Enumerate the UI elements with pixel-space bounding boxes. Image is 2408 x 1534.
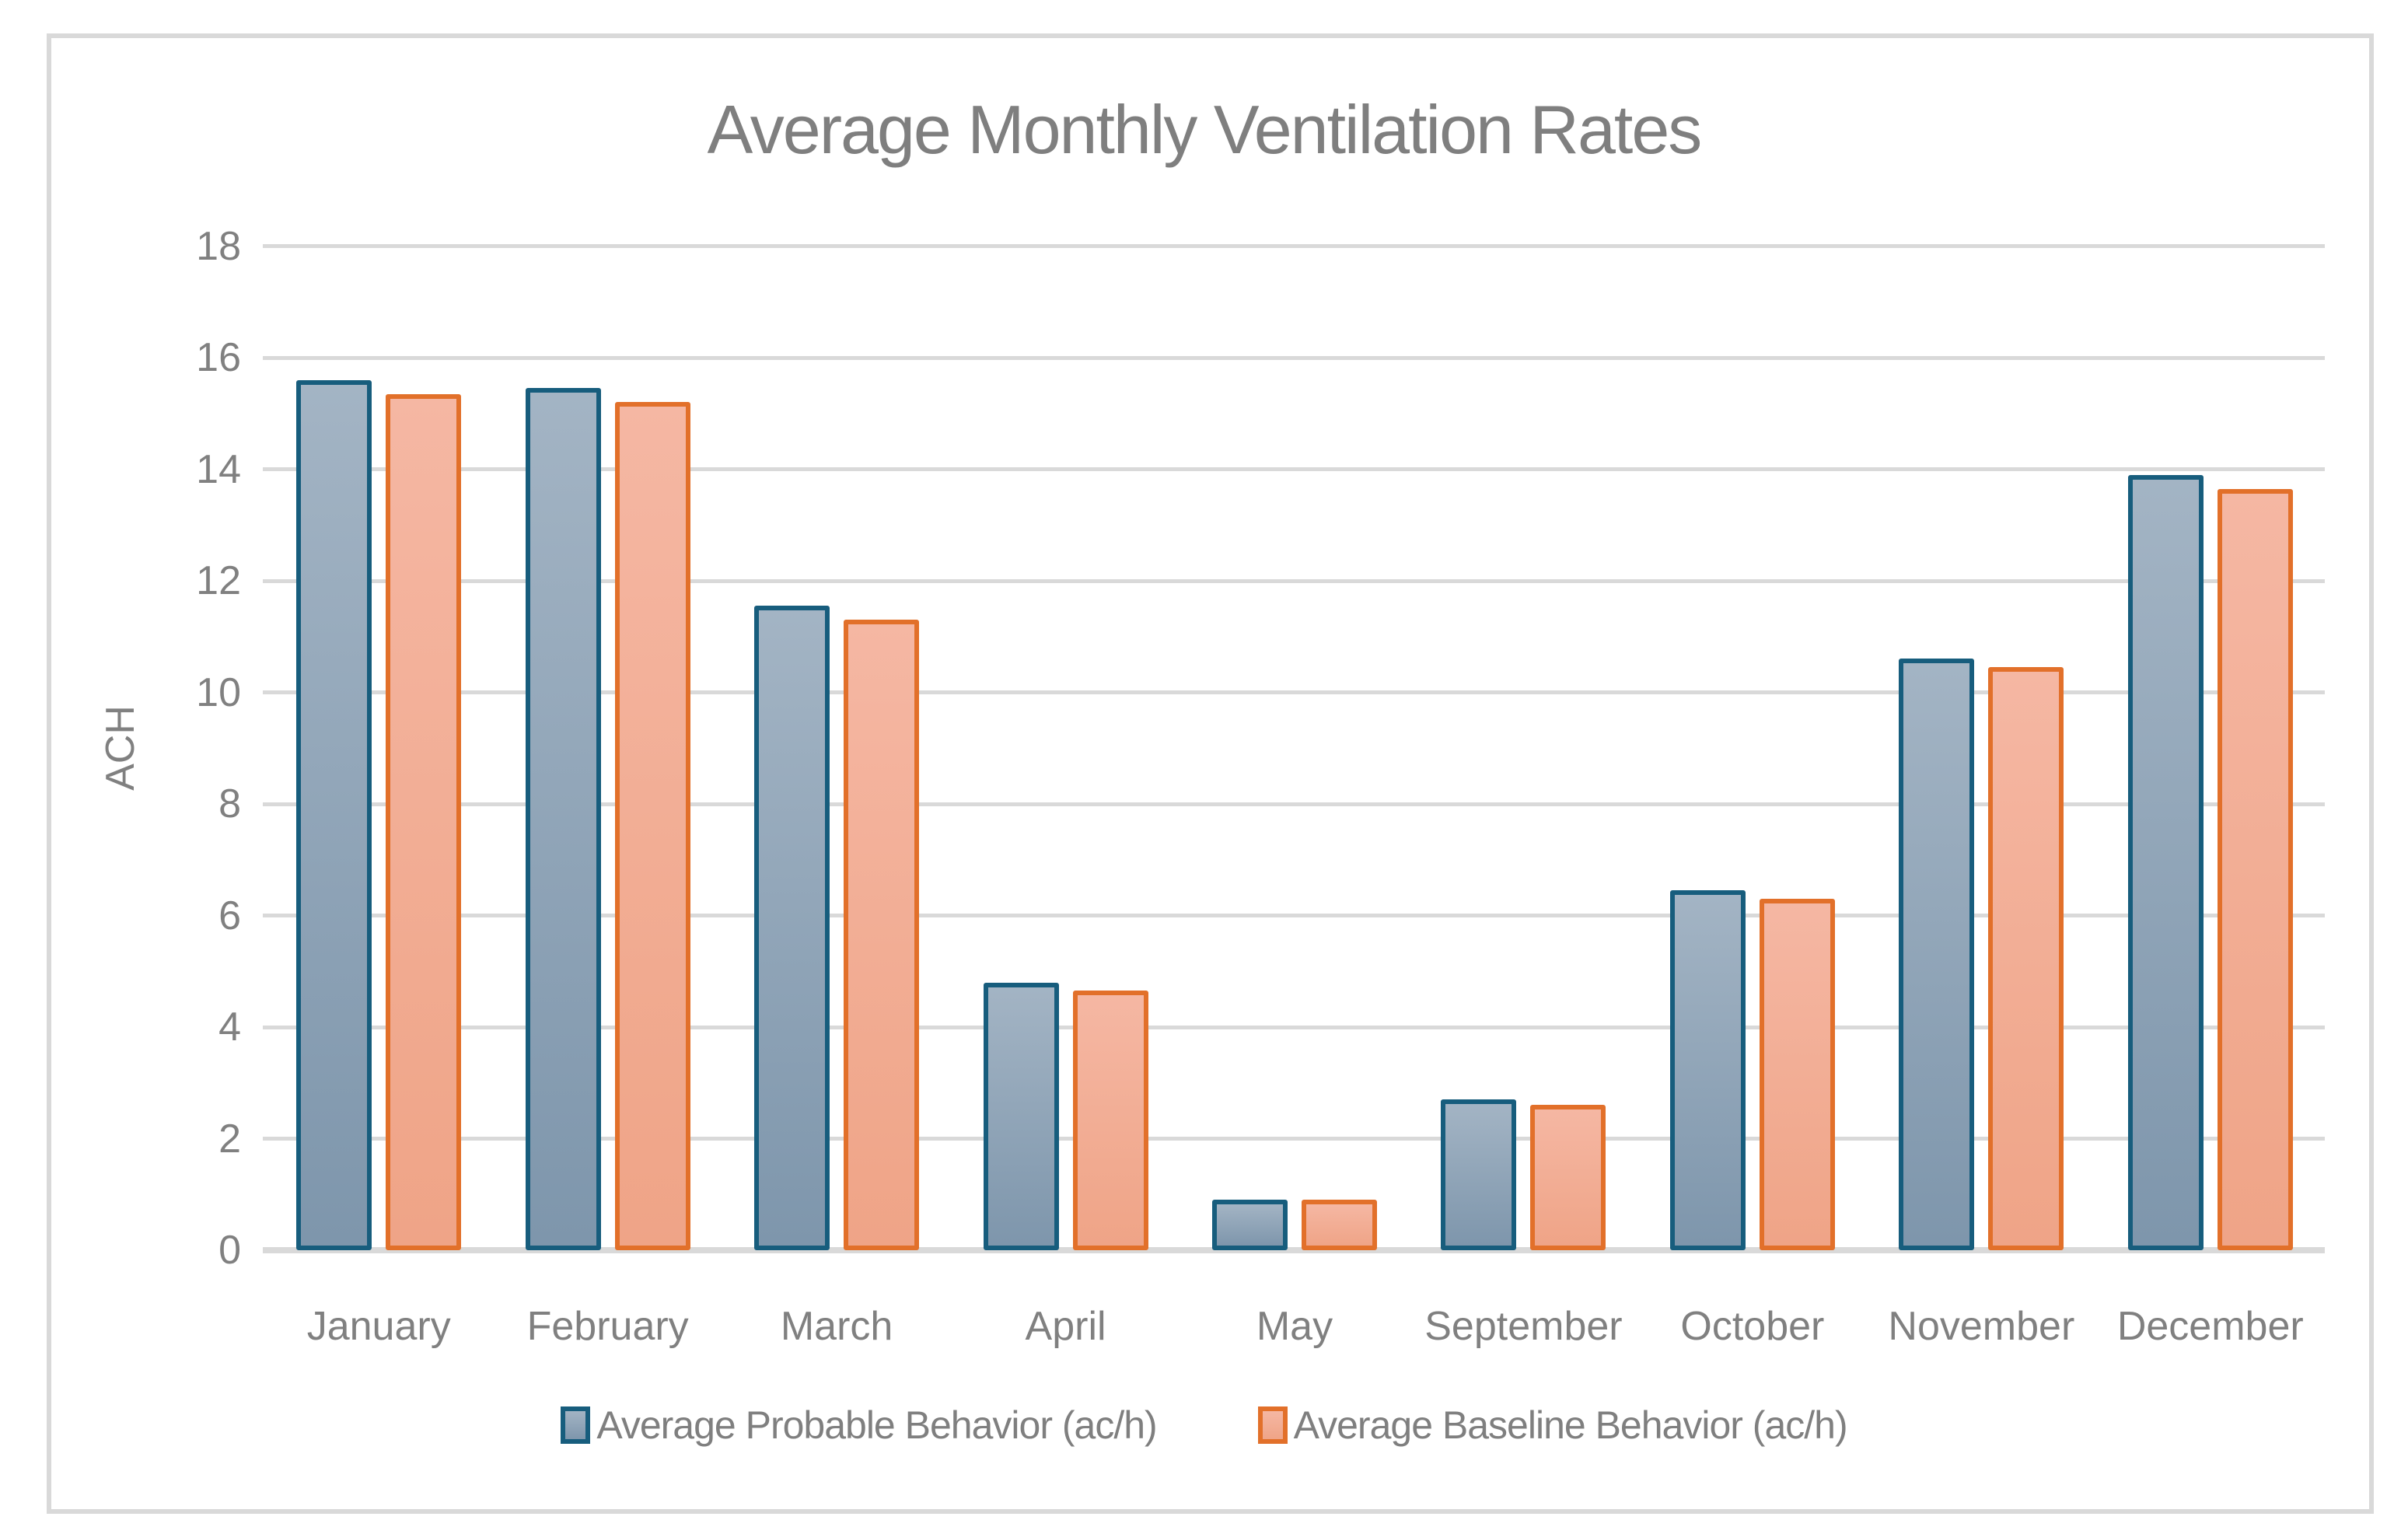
legend-label: Average Baseline Behavior (ac/h) xyxy=(1293,1403,1848,1447)
probable-bar-may xyxy=(1212,1200,1288,1250)
probable-bar-february xyxy=(525,388,601,1250)
y-axis-title: ACH xyxy=(98,705,143,791)
y-tick-label: 14 xyxy=(196,446,241,492)
probable-bar-april xyxy=(983,982,1059,1250)
legend: Average Probable Behavior (ac/h) Average … xyxy=(0,1403,2408,1448)
baseline-bar-november xyxy=(1988,667,2064,1250)
probable-bar-november xyxy=(1899,659,1975,1250)
y-tick-label: 2 xyxy=(218,1116,241,1162)
x-axis-label: February xyxy=(526,1304,689,1349)
baseline-bar-march xyxy=(844,620,920,1250)
y-tick-label: 16 xyxy=(196,335,241,380)
probable-bar-january xyxy=(296,379,372,1250)
x-axis-label: January xyxy=(306,1304,451,1349)
y-tick-label: 18 xyxy=(196,223,241,269)
x-axis-label: September xyxy=(1424,1304,1623,1349)
legend-marker xyxy=(561,1406,591,1444)
x-axis-label: March xyxy=(780,1304,893,1349)
baseline-bar-december xyxy=(2217,488,2293,1250)
gridline xyxy=(263,467,2325,471)
probable-bar-october xyxy=(1669,890,1746,1250)
y-tick-label: 10 xyxy=(196,669,241,715)
baseline-bar-february xyxy=(614,402,690,1250)
gridline xyxy=(263,690,2325,694)
y-tick-label: 6 xyxy=(218,893,241,938)
gridline xyxy=(263,244,2325,248)
x-axis-label: December xyxy=(2116,1304,2304,1349)
legend-item: Average Probable Behavior (ac/h) xyxy=(561,1403,1158,1448)
legend-label: Average Probable Behavior (ac/h) xyxy=(596,1403,1157,1447)
baseline-bar-september xyxy=(1530,1105,1606,1250)
baseline-bar-october xyxy=(1759,898,1835,1250)
y-tick-label: 0 xyxy=(218,1228,241,1273)
y-tick-label: 4 xyxy=(218,1005,241,1050)
x-axis-line xyxy=(263,1247,2325,1253)
x-axis-label: April xyxy=(1025,1304,1106,1349)
legend-item: Average Baseline Behavior (ac/h) xyxy=(1257,1403,1848,1448)
probable-bar-december xyxy=(2127,474,2204,1250)
y-tick-label: 8 xyxy=(218,781,241,826)
baseline-bar-may xyxy=(1302,1200,1377,1250)
gridline xyxy=(263,578,2325,583)
gridline xyxy=(263,914,2325,917)
gridline xyxy=(263,355,2325,360)
probable-bar-march xyxy=(754,606,830,1250)
gridline xyxy=(263,802,2325,806)
gridline xyxy=(263,1137,2325,1141)
legend-marker xyxy=(1257,1406,1288,1444)
x-axis-label: October xyxy=(1680,1304,1825,1349)
chart-title: Average Monthly Ventilation Rates xyxy=(707,91,1703,168)
x-axis-label: November xyxy=(1888,1304,2075,1349)
gridline xyxy=(263,1025,2325,1029)
probable-bar-september xyxy=(1441,1099,1517,1250)
x-axis-label: May xyxy=(1256,1304,1333,1349)
baseline-bar-january xyxy=(386,393,462,1250)
y-tick-label: 12 xyxy=(196,558,241,603)
baseline-bar-april xyxy=(1072,991,1148,1250)
